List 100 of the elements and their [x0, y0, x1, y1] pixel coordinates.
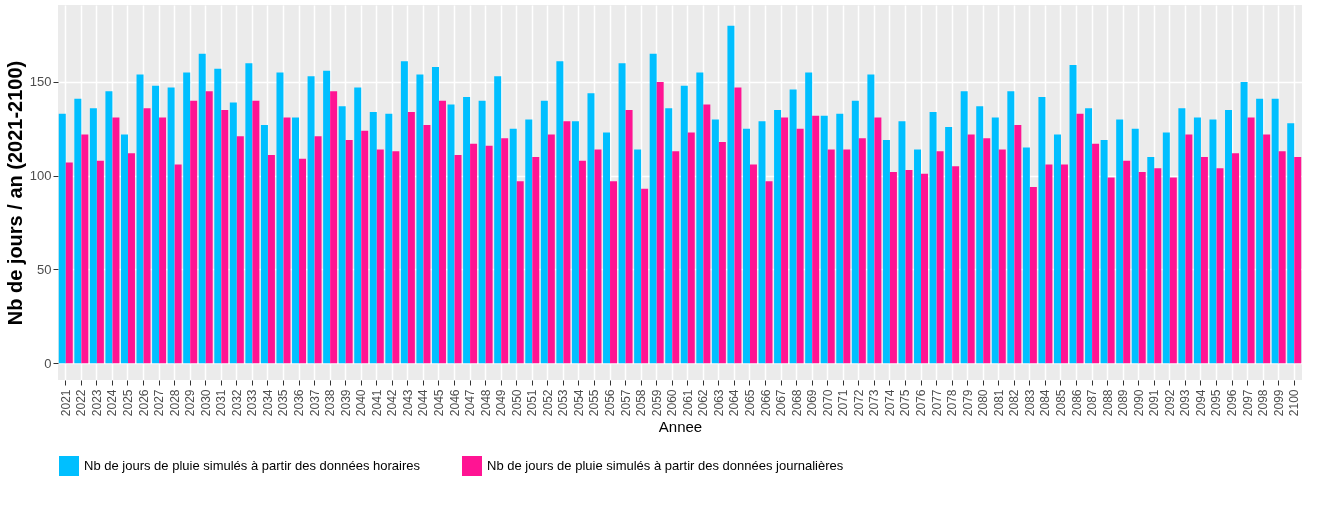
bar [571, 121, 579, 364]
bar [485, 145, 493, 364]
x-tick-label: 2021 [58, 389, 73, 417]
bar [105, 91, 113, 364]
bar [774, 110, 782, 364]
bar [423, 125, 431, 364]
x-tick-label: 2037 [307, 389, 322, 417]
bar [820, 115, 828, 364]
x-tick-label: 2055 [587, 389, 602, 417]
x-tick-label: 2086 [1069, 389, 1084, 417]
bar [267, 155, 275, 364]
bar [874, 117, 882, 364]
bar [1131, 128, 1139, 364]
bar [1209, 119, 1217, 364]
bar [252, 100, 260, 364]
x-tick-label: 2075 [898, 389, 913, 417]
bar [734, 87, 742, 364]
bar [1014, 125, 1022, 364]
bar [672, 151, 680, 364]
bar [1232, 153, 1240, 364]
bar [1263, 134, 1271, 364]
bar [851, 100, 859, 364]
bar [532, 156, 540, 364]
bar [205, 91, 213, 364]
bar [1271, 98, 1279, 364]
bar [1060, 164, 1068, 364]
bar [1256, 98, 1264, 364]
x-tick-label: 2027 [152, 389, 167, 417]
x-tick-label: 2095 [1209, 389, 1224, 417]
bar [174, 164, 182, 364]
x-tick-label: 2067 [774, 389, 789, 417]
x-tick-label: 2041 [369, 389, 384, 417]
bar [214, 68, 222, 364]
bar [827, 149, 835, 364]
x-tick-label: 2097 [1240, 389, 1255, 417]
bar [354, 87, 362, 364]
bar [525, 119, 533, 364]
x-tick-label: 2063 [711, 389, 726, 417]
bar [183, 72, 191, 364]
bar [431, 66, 439, 364]
bar [438, 100, 446, 364]
x-tick-label: 2033 [245, 389, 260, 417]
x-tick-label: 2100 [1287, 389, 1302, 417]
x-tick-label: 2046 [447, 389, 462, 417]
bar [540, 100, 548, 364]
bar [330, 91, 338, 364]
bar [143, 108, 151, 364]
x-tick-label: 2052 [540, 389, 555, 417]
x-tick-label: 2023 [89, 389, 104, 417]
x-tick-label: 2072 [851, 389, 866, 417]
bar [843, 149, 851, 364]
bar [1193, 117, 1201, 364]
bar [610, 181, 618, 364]
x-tick-label: 2059 [649, 389, 664, 417]
x-tick-label: 2057 [618, 389, 633, 417]
x-tick-label: 2051 [525, 389, 540, 417]
bar [921, 173, 929, 364]
bar [1107, 177, 1115, 364]
x-tick-label: 2045 [431, 389, 446, 417]
bar [587, 93, 595, 364]
x-tick-label: 2060 [665, 389, 680, 417]
bar [1069, 65, 1077, 364]
bar [914, 149, 922, 364]
bar [680, 85, 688, 364]
bar [1178, 108, 1186, 364]
bar [836, 113, 844, 364]
bar [983, 138, 991, 364]
y-tick-label: 100 [29, 168, 52, 184]
bar [858, 138, 866, 364]
bar [112, 117, 120, 364]
bar [1092, 143, 1100, 364]
bar [998, 149, 1006, 364]
bar [1247, 117, 1255, 364]
bar [276, 72, 284, 364]
bar [236, 136, 244, 364]
x-tick-label: 2082 [1007, 389, 1022, 417]
x-tick-label: 2056 [603, 389, 618, 417]
bar [1200, 156, 1208, 364]
x-tick-label: 2078 [945, 389, 960, 417]
x-tick-label: 2050 [509, 389, 524, 417]
bar [361, 130, 369, 364]
bar [345, 140, 353, 364]
x-tick-label: 2098 [1256, 389, 1271, 417]
bar [929, 111, 937, 364]
bar [1022, 147, 1030, 364]
bar [718, 141, 726, 364]
bar [307, 76, 315, 364]
bar [1045, 164, 1053, 364]
x-tick-label: 2064 [727, 389, 742, 417]
bar [501, 138, 509, 364]
bar [89, 108, 97, 364]
bar [516, 181, 524, 364]
bar [463, 96, 471, 364]
bar [1029, 186, 1037, 364]
x-tick-label: 2093 [1178, 389, 1193, 417]
bar [400, 61, 408, 364]
x-tick-label: 2035 [276, 389, 291, 417]
bar [976, 106, 984, 364]
bar [369, 111, 377, 364]
x-tick-label: 2031 [214, 389, 229, 417]
